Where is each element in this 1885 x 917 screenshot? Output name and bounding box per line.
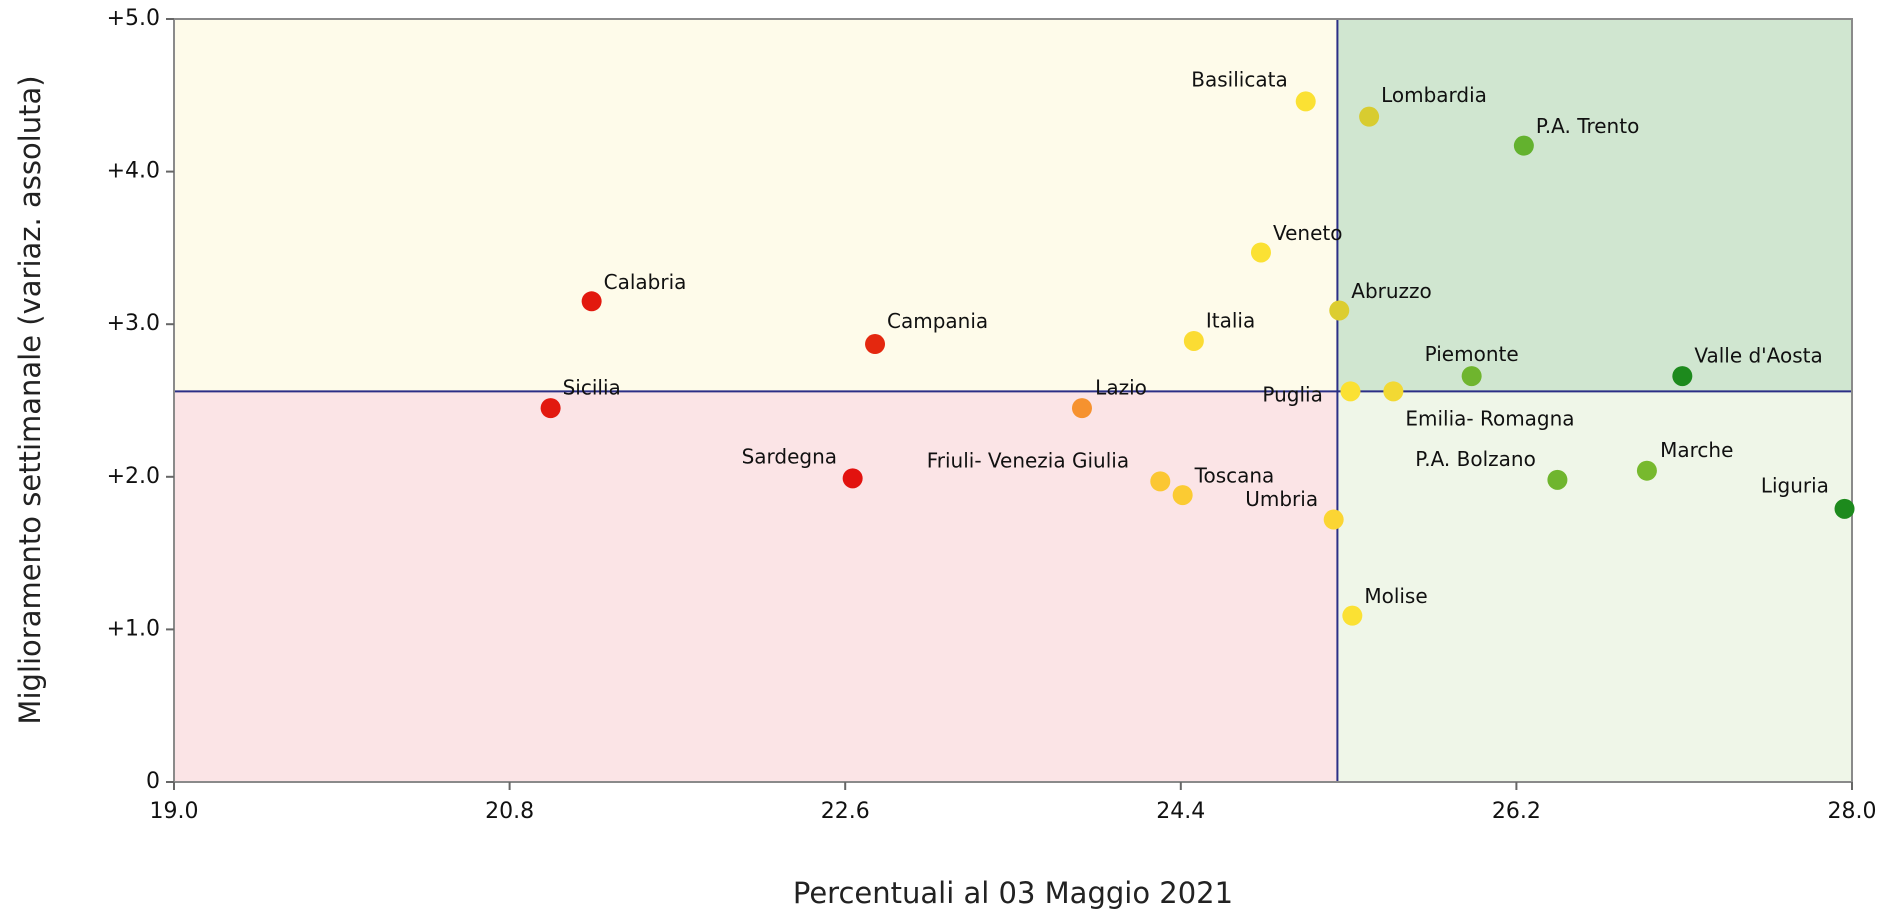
quadrant — [174, 391, 1338, 782]
point — [1547, 469, 1568, 490]
point — [1461, 366, 1482, 387]
y-tick-label: 0 — [146, 769, 160, 794]
point — [1359, 106, 1380, 127]
y-tick-label: +4.0 — [107, 159, 160, 184]
point-label: P.A. Bolzano — [1415, 447, 1536, 471]
x-tick-label: 22.6 — [821, 799, 870, 824]
quadrant — [1337, 19, 1852, 392]
y-tick-label: +1.0 — [107, 616, 160, 641]
point-label: Campania — [887, 309, 988, 333]
point-label: Sicilia — [563, 375, 621, 399]
point — [1150, 471, 1171, 492]
point-label: Toscana — [1194, 464, 1275, 488]
point-label: Umbria — [1245, 487, 1318, 511]
point — [1672, 366, 1693, 387]
x-tick-label: 24.4 — [1156, 799, 1205, 824]
point-label: Valle d'Aosta — [1694, 343, 1822, 367]
point-label: Friuli- Venezia Giulia — [927, 449, 1129, 473]
point-label: Abruzzo — [1351, 279, 1432, 303]
x-tick-label: 20.8 — [485, 799, 534, 824]
point — [1834, 498, 1855, 519]
point — [1183, 330, 1204, 351]
point-label: Basilicata — [1191, 68, 1287, 92]
point — [1295, 91, 1316, 112]
point — [1172, 485, 1193, 506]
point — [581, 291, 602, 312]
quadrant — [174, 19, 1338, 392]
point — [1250, 242, 1271, 263]
y-axis-title: Miglioramento settimanale (variaz. assol… — [13, 75, 47, 724]
x-tick-label: 28.0 — [1828, 799, 1877, 824]
point — [1329, 300, 1350, 321]
point-label: Lazio — [1095, 375, 1147, 399]
point — [1342, 605, 1363, 626]
point-label: Lombardia — [1381, 83, 1487, 107]
point-label: Sardegna — [742, 444, 837, 468]
point — [865, 334, 886, 355]
point-label: Liguria — [1761, 474, 1829, 498]
point — [1636, 460, 1657, 481]
point-label: Molise — [1364, 584, 1427, 608]
plot-frame — [173, 18, 1853, 783]
point — [1513, 135, 1534, 156]
point — [1383, 381, 1404, 402]
point — [842, 468, 863, 489]
point — [1323, 509, 1344, 530]
point — [1071, 398, 1092, 419]
y-tick-label: +3.0 — [107, 311, 160, 336]
point — [540, 398, 561, 419]
y-tick-label: +2.0 — [107, 464, 160, 489]
x-tick-label: 19.0 — [150, 799, 199, 824]
x-tick-label: 26.2 — [1492, 799, 1541, 824]
point-label: P.A. Trento — [1536, 114, 1639, 138]
point-label: Puglia — [1262, 383, 1322, 407]
point-label: Marche — [1660, 438, 1733, 462]
point-label: Emilia- Romagna — [1405, 407, 1574, 431]
point-label: Piemonte — [1425, 342, 1519, 366]
point-label: Calabria — [604, 270, 687, 294]
x-axis-title: Percentuali al 03 Maggio 2021 — [793, 876, 1233, 910]
point-label: Italia — [1206, 308, 1255, 332]
point-label: Veneto — [1273, 221, 1343, 245]
quadrant — [1337, 391, 1852, 782]
y-tick-label: +5.0 — [107, 6, 160, 31]
point — [1340, 381, 1361, 402]
